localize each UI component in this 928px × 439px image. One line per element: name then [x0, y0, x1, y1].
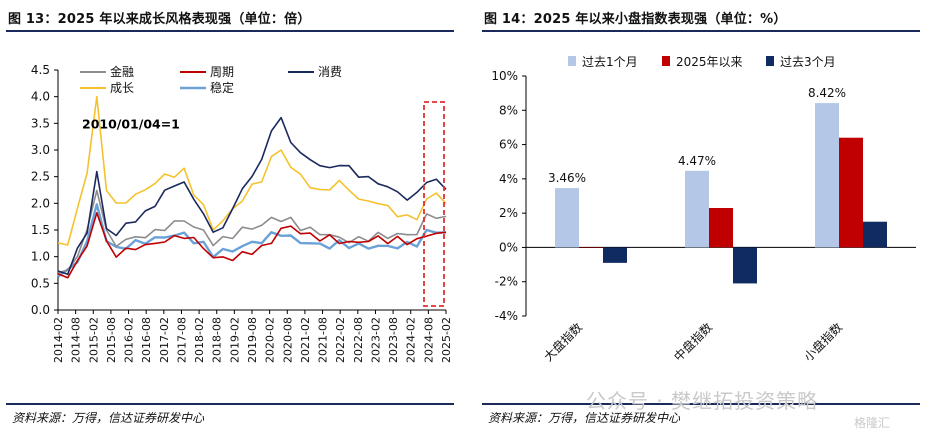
bar-2025年以来-中盘指数: [709, 208, 733, 248]
bar-value-label: 4.47%: [678, 154, 716, 168]
right-y-tick-label: 10%: [491, 69, 518, 83]
legend-swatch-过去1个月: [568, 56, 576, 66]
left-y-tick-label: 1.0: [31, 250, 50, 264]
bar-过去3个月-中盘指数: [733, 247, 757, 284]
left-x-tick-label: 2019-08: [246, 317, 259, 363]
highlight-2025-box: [423, 101, 445, 307]
left-x-tick-label: 2017-02: [158, 317, 171, 363]
bar-过去1个月-中盘指数: [685, 170, 709, 248]
left-x-tick-label: 2023-02: [369, 317, 382, 363]
left-x-tick-label: 2023-08: [387, 317, 400, 363]
category-label: 大盘指数: [541, 320, 586, 365]
legend-label-过去1个月: 过去1个月: [582, 55, 638, 69]
left-x-tick-label: 2018-08: [211, 317, 224, 363]
left-x-tick-label: 2014-02: [52, 317, 65, 363]
left-y-tick-label: 4.5: [31, 63, 50, 77]
right-y-tick-label: 2%: [499, 206, 518, 220]
legend-label-2025年以来: 2025年以来: [676, 55, 743, 69]
left-x-tick-label: 2022-02: [334, 317, 347, 363]
left-x-tick-label: 2024-02: [405, 317, 418, 363]
bar-过去1个月-大盘指数: [555, 188, 579, 248]
left-y-tick-label: 2.5: [31, 170, 50, 184]
left-source-note: 资料来源：万得，信达证券研发中心: [12, 411, 205, 425]
left-y-tick-label: 4.0: [31, 90, 50, 104]
left-x-tick-label: 2018-02: [193, 317, 206, 363]
legend-label-成长: 成长: [110, 81, 134, 95]
left-x-tick-label: 2015-02: [87, 317, 100, 363]
series-line-金融: [57, 189, 447, 274]
series-line-消费: [57, 116, 447, 276]
series-line-周期: [57, 212, 447, 279]
style-performance-line-chart: 0.0 0.5 1.0 1.5 2.0 2.5 3.0 3.5 4.0 4.5 2014-02 201…: [31, 63, 453, 363]
left-x-tick-label: 2025-02: [440, 317, 453, 363]
left-x-tick-label: 2015-08: [105, 317, 118, 363]
series-line-稳定: [57, 203, 447, 278]
right-panel: 图 14：2025 年以来小盘指数表现强（单位：%） -4% -2% 0% 2% 4% 6…: [476, 0, 928, 439]
right-y-tick-label: -2%: [495, 275, 518, 289]
left-y-tick-label: 3.0: [31, 143, 50, 157]
right-y-tick-label: 8%: [499, 103, 518, 117]
left-y-tick-label: 0.5: [31, 276, 50, 290]
left-x-tick-label: 2020-08: [281, 317, 294, 363]
left-y-tick-label: 1.5: [31, 223, 50, 237]
bar-过去1个月-小盘指数: [815, 103, 839, 248]
bar-过去3个月-大盘指数: [603, 247, 627, 263]
category-label: 中盘指数: [671, 320, 716, 365]
left-x-tick-label: 2019-02: [228, 317, 241, 363]
left-x-tick-label: 2022-08: [352, 317, 365, 363]
right-figure-title: 图 14：2025 年以来小盘指数表现强（单位：%）: [484, 12, 787, 27]
brand-watermark: 格隆汇: [854, 416, 891, 430]
legend-label-稳定: 稳定: [210, 80, 234, 95]
left-source-rule: [6, 403, 454, 405]
bar-2025年以来-小盘指数: [839, 137, 863, 248]
left-x-tick-label: 2017-08: [175, 317, 188, 363]
left-x-tick-label: 2020-02: [264, 317, 277, 363]
right-y-tick-label: 4%: [499, 172, 518, 186]
bar-value-label: 8.42%: [808, 86, 846, 100]
left-y-tick-label: 0.0: [31, 303, 50, 317]
right-y-tick-label: 6%: [499, 138, 518, 152]
right-source-note: 资料来源：万得，信达证券研发中心: [488, 411, 681, 425]
legend-swatch-2025年以来: [662, 56, 670, 66]
left-x-tick-label: 2016-08: [140, 317, 153, 363]
right-title-rule: [482, 30, 920, 32]
left-figure-title: 图 13：2025 年以来成长风格表现强（单位：倍）: [8, 12, 311, 27]
bar-过去3个月-小盘指数: [863, 221, 887, 248]
legend-label-消费: 消费: [318, 65, 342, 79]
right-y-tick-label: 0%: [499, 240, 518, 254]
left-title-rule: [6, 30, 454, 32]
cap-index-bar-chart: -4% -2% 0% 2% 4% 6% 8% 10% 3.46% 大盘指数 4.47% 中盘指数 8.4…: [491, 55, 916, 365]
legend-label-金融: 金融: [110, 64, 134, 79]
category-label: 小盘指数: [801, 320, 846, 365]
left-x-tick-label: 2021-08: [317, 317, 330, 363]
left-y-tick-label: 3.5: [31, 116, 50, 130]
bar-2025年以来-大盘指数: [579, 247, 603, 248]
legend-label-过去3个月: 过去3个月: [780, 55, 836, 69]
left-y-tick-label: 2.0: [31, 196, 50, 210]
left-x-tick-label: 2016-02: [123, 317, 136, 363]
series-line-成长: [57, 95, 447, 246]
right-source-rule: [482, 403, 920, 405]
wechat-watermark: 公众号 · 樊继拓投资策略: [586, 389, 819, 413]
left-x-tick-label: 2021-02: [299, 317, 312, 363]
left-x-tick-label: 2024-08: [422, 317, 435, 363]
left-x-tick-label: 2014-08: [70, 317, 83, 363]
legend-swatch-过去3个月: [766, 56, 774, 66]
right-y-tick-label: -4%: [495, 309, 518, 323]
base-date-annotation: 2010/01/04=1: [82, 116, 180, 131]
bar-value-label: 3.46%: [548, 171, 586, 185]
left-panel: 图 13：2025 年以来成长风格表现强（单位：倍） 0.0 0.5 1.0 1.5 2…: [0, 0, 462, 439]
legend-label-周期: 周期: [210, 65, 234, 79]
